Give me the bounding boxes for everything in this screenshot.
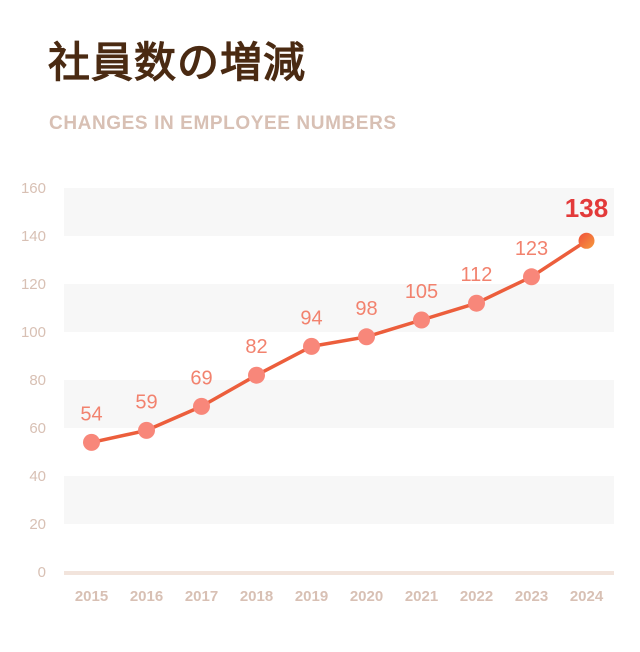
grid-band xyxy=(64,476,614,524)
chart-title: 社員数の増減 xyxy=(48,38,307,87)
data-point xyxy=(83,433,100,451)
grid-bands xyxy=(64,188,614,524)
x-tick-label: 2023 xyxy=(515,588,548,605)
y-tick-label: 60 xyxy=(29,420,46,437)
data-label: 123 xyxy=(515,238,548,260)
data-point xyxy=(358,328,375,346)
data-point xyxy=(303,337,320,355)
x-axis-ticks: 2015 2016 2017 2018 2019 2020 2021 2022 2023 2024 xyxy=(75,588,604,605)
y-tick-label: 40 xyxy=(29,468,46,485)
grid-band xyxy=(64,188,614,236)
data-labels: 54 59 69 82 94 98 105 112 123 138 xyxy=(80,193,608,426)
grid-band xyxy=(64,380,614,428)
data-label: 69 xyxy=(190,367,212,389)
x-tick-label: 2024 xyxy=(570,588,604,605)
series-line xyxy=(89,239,589,445)
x-axis-baseline xyxy=(64,571,614,575)
data-label: 54 xyxy=(80,403,102,425)
y-tick-label: 100 xyxy=(21,324,46,341)
data-point xyxy=(523,268,540,286)
y-tick-label: 80 xyxy=(29,372,46,389)
data-label: 98 xyxy=(355,298,377,320)
data-label: 112 xyxy=(461,264,493,286)
data-point xyxy=(193,397,210,415)
x-tick-label: 2019 xyxy=(295,588,328,605)
x-tick-label: 2021 xyxy=(405,588,438,605)
x-tick-label: 2016 xyxy=(130,588,163,605)
chart-subtitle: CHANGES IN EMPLOYEE NUMBERS xyxy=(49,113,397,134)
x-tick-label: 2022 xyxy=(460,588,493,605)
data-points xyxy=(83,232,595,451)
data-label: 105 xyxy=(405,281,438,303)
x-tick-label: 2020 xyxy=(350,588,383,605)
y-tick-label: 20 xyxy=(29,516,46,533)
data-label: 82 xyxy=(245,336,267,358)
data-point xyxy=(248,366,265,384)
x-tick-label: 2015 xyxy=(75,588,108,605)
data-label-highlight: 138 xyxy=(565,193,608,223)
y-tick-label: 160 xyxy=(21,180,46,197)
y-tick-label: 120 xyxy=(21,276,46,293)
x-tick-label: 2018 xyxy=(240,588,273,605)
data-label: 59 xyxy=(135,391,157,413)
data-point xyxy=(468,294,485,312)
data-point-highlight xyxy=(578,232,595,249)
y-axis-ticks: 0 20 40 60 80 100 120 140 160 xyxy=(21,180,46,581)
data-point xyxy=(413,311,430,329)
x-tick-label: 2017 xyxy=(185,588,218,605)
grid-band xyxy=(64,284,614,332)
y-tick-label: 0 xyxy=(38,564,46,581)
data-label: 94 xyxy=(300,307,322,329)
y-tick-label: 140 xyxy=(21,228,46,245)
data-point xyxy=(138,421,155,439)
